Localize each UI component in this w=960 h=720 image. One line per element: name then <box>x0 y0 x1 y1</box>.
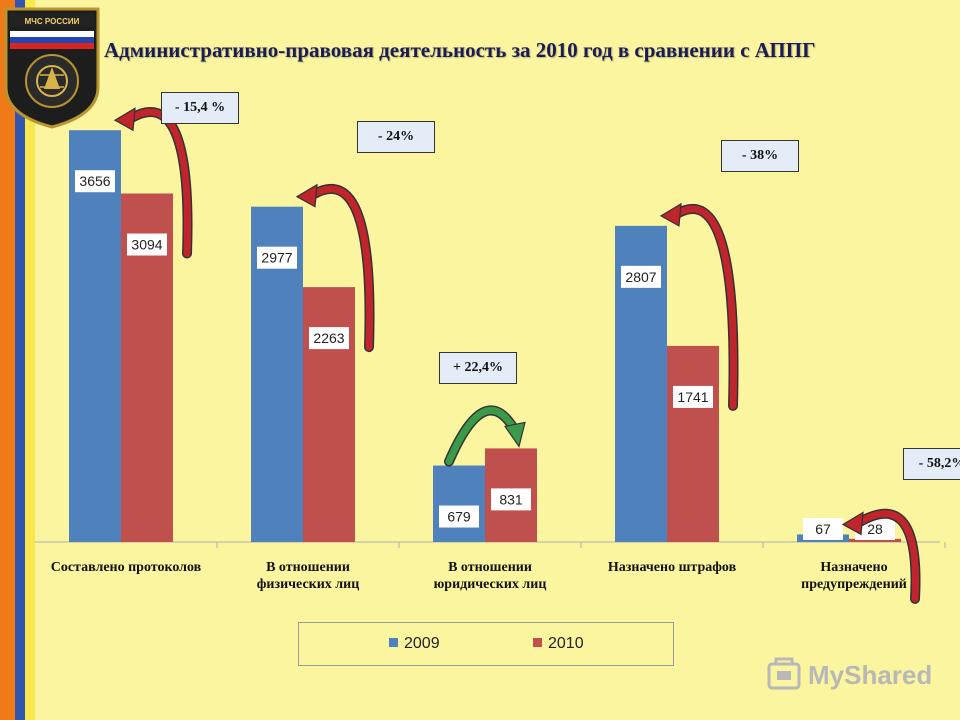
data-label-box-2009-0 <box>75 170 115 193</box>
left-blue-stripe <box>15 0 25 720</box>
data-label-box-2010-2 <box>491 488 531 511</box>
data-label-2009-1: 2977 <box>261 250 292 266</box>
data-label-box-2010-3 <box>673 385 713 408</box>
category-label-line: Назначено <box>820 560 888 575</box>
watermark-logo-icon <box>767 657 801 690</box>
data-label-2009-3: 2807 <box>625 269 656 285</box>
category-label-0: Составлено протоколов <box>36 559 216 576</box>
category-label-line: В отношении <box>266 560 350 575</box>
legend-item-2010: 2010 <box>533 635 584 653</box>
data-label-2009-0: 3656 <box>79 173 110 189</box>
data-label-2010-0: 3094 <box>131 237 162 253</box>
bar-2009-0 <box>69 130 121 543</box>
data-label-2010-1: 2263 <box>313 330 344 346</box>
watermark-text: MyShared <box>808 660 933 690</box>
bar-2009-2 <box>433 465 485 542</box>
bar-2010-1 <box>303 287 355 542</box>
category-label-line: юридических лиц <box>433 577 547 592</box>
change-arrow-0 <box>127 108 191 258</box>
svg-text:МЧС РОССИИ: МЧС РОССИИ <box>25 17 80 26</box>
change-arrow-4 <box>855 510 920 603</box>
change-label-3: - 38% <box>721 139 799 172</box>
category-label-2: В отношении юридических лиц <box>400 559 580 593</box>
data-label-2010-3: 1741 <box>677 389 708 405</box>
change-arrow-head-4 <box>841 511 864 536</box>
data-label-2010-4: 28 <box>867 521 883 537</box>
data-label-2009-4: 67 <box>815 521 831 537</box>
category-label-line: В отношении <box>448 560 532 575</box>
change-arrow-2 <box>445 407 519 466</box>
change-arrow-head-1 <box>295 183 318 208</box>
change-label-2: + 22,4% <box>439 352 517 385</box>
category-label-4: Назначено предупреждений <box>764 559 944 593</box>
change-label-4: - 58,2% <box>903 448 960 481</box>
data-label-box-2010-0 <box>127 233 167 256</box>
chart-legend: 2009 2010 <box>298 622 674 666</box>
legend-label-2009: 2009 <box>404 635 440 652</box>
category-label-1: В отношении физических лиц <box>218 559 398 593</box>
watermark: MyShared <box>766 656 936 696</box>
legend-label-2010: 2010 <box>548 635 584 652</box>
legend-swatch-2010 <box>533 638 542 647</box>
bar-2010-4 <box>849 538 901 542</box>
left-orange-stripe <box>0 0 15 720</box>
legend-swatch-2009 <box>389 638 398 647</box>
fire-service-emblem-icon: МЧС РОССИИ <box>4 7 100 129</box>
change-arrow-1 <box>309 185 373 351</box>
category-label-3: Назначено штрафов <box>582 559 762 576</box>
change-label-0: - 15,4 % <box>161 92 239 124</box>
data-label-2010-2: 831 <box>499 491 523 507</box>
change-arrow-head-0 <box>113 107 136 132</box>
category-label-line: Назначено штрафов <box>607 560 737 575</box>
data-label-box-2009-2 <box>439 505 479 528</box>
change-label-1: - 24% <box>357 120 435 153</box>
data-label-box-2010-1 <box>309 327 349 350</box>
data-label-box-2009-4 <box>803 518 843 540</box>
category-label-line: физических лиц <box>256 577 360 592</box>
change-arrow-head-3 <box>659 202 682 227</box>
data-label-box-2009-1 <box>257 246 297 269</box>
category-label-line: Составлено протоколов <box>50 560 202 575</box>
data-label-2009-2: 679 <box>447 509 471 525</box>
left-yellow-stripe <box>25 0 35 720</box>
change-arrow-head-2 <box>503 421 526 448</box>
bar-2010-3 <box>667 345 719 542</box>
change-arrow-3 <box>673 205 737 410</box>
category-label-line: предупреждений <box>801 577 907 592</box>
data-label-box-2009-3 <box>621 265 661 288</box>
legend-item-2009: 2009 <box>389 635 440 653</box>
page-title: Административно-правовая деятельность за… <box>104 38 816 62</box>
